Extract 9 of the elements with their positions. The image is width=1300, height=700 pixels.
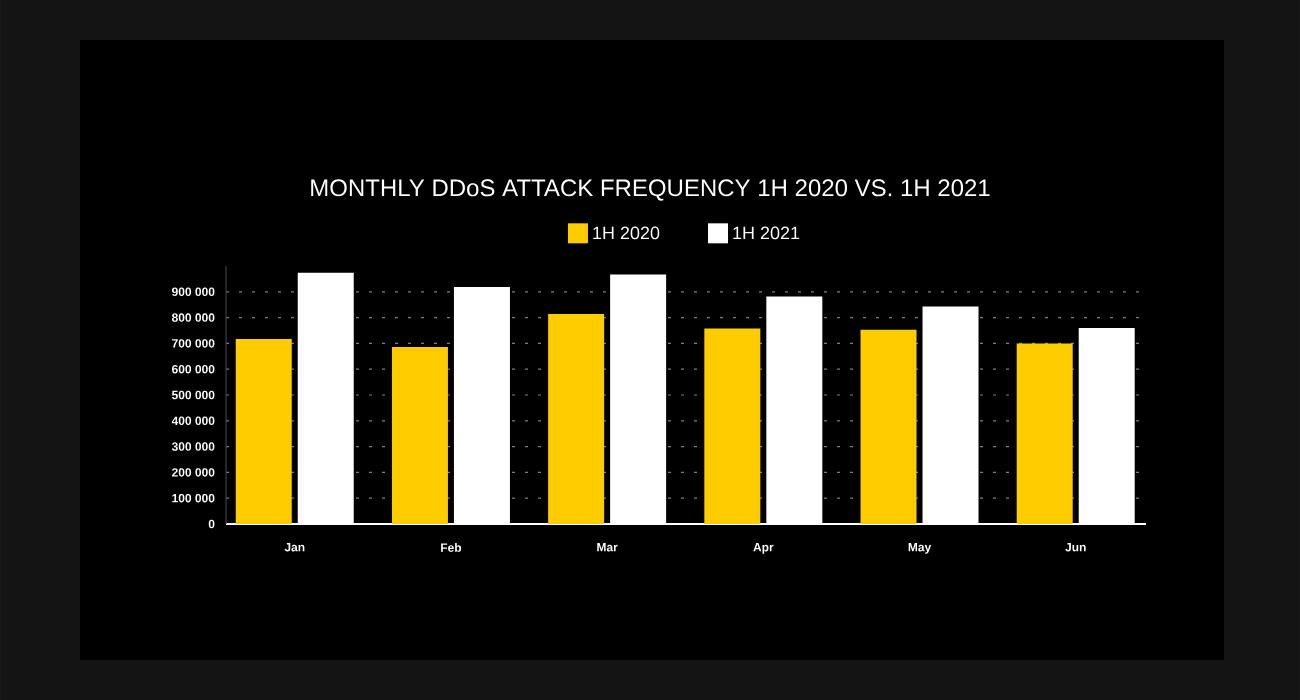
bar: [235, 339, 292, 524]
legend-label: 1H 2020: [593, 226, 660, 240]
chart-title: MONTHLY DDoS ATTACK FREQUENCY 1H 2020 VS. 1H 2021: [311, 179, 990, 201]
bar: [860, 329, 917, 524]
bar: [548, 313, 605, 524]
bar: [1016, 343, 1073, 524]
legend-label: 1H 2021: [733, 226, 800, 240]
bar: [391, 346, 448, 524]
bar: [704, 328, 761, 524]
